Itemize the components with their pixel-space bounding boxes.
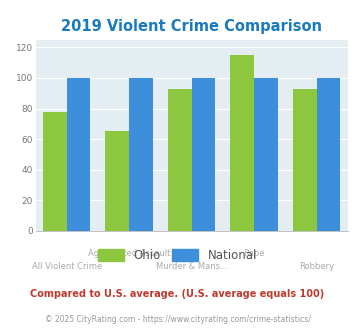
- Bar: [67, 78, 91, 231]
- Bar: [317, 78, 340, 231]
- Bar: [230, 55, 254, 231]
- Bar: [43, 112, 67, 231]
- Bar: [293, 88, 317, 231]
- Text: © 2025 CityRating.com - https://www.cityrating.com/crime-statistics/: © 2025 CityRating.com - https://www.city…: [45, 315, 310, 324]
- Legend: Ohio, National: Ohio, National: [93, 244, 262, 266]
- Bar: [254, 78, 278, 231]
- Text: Compared to U.S. average. (U.S. average equals 100): Compared to U.S. average. (U.S. average …: [31, 289, 324, 299]
- Bar: [105, 131, 129, 231]
- Text: Robbery: Robbery: [299, 262, 334, 271]
- Bar: [129, 78, 153, 231]
- Title: 2019 Violent Crime Comparison: 2019 Violent Crime Comparison: [61, 19, 322, 34]
- Text: Murder & Mans...: Murder & Mans...: [156, 262, 228, 271]
- Bar: [168, 88, 192, 231]
- Text: Rape: Rape: [244, 249, 265, 258]
- Text: All Violent Crime: All Violent Crime: [32, 262, 102, 271]
- Text: Aggravated Assault: Aggravated Assault: [88, 249, 170, 258]
- Bar: [192, 78, 215, 231]
